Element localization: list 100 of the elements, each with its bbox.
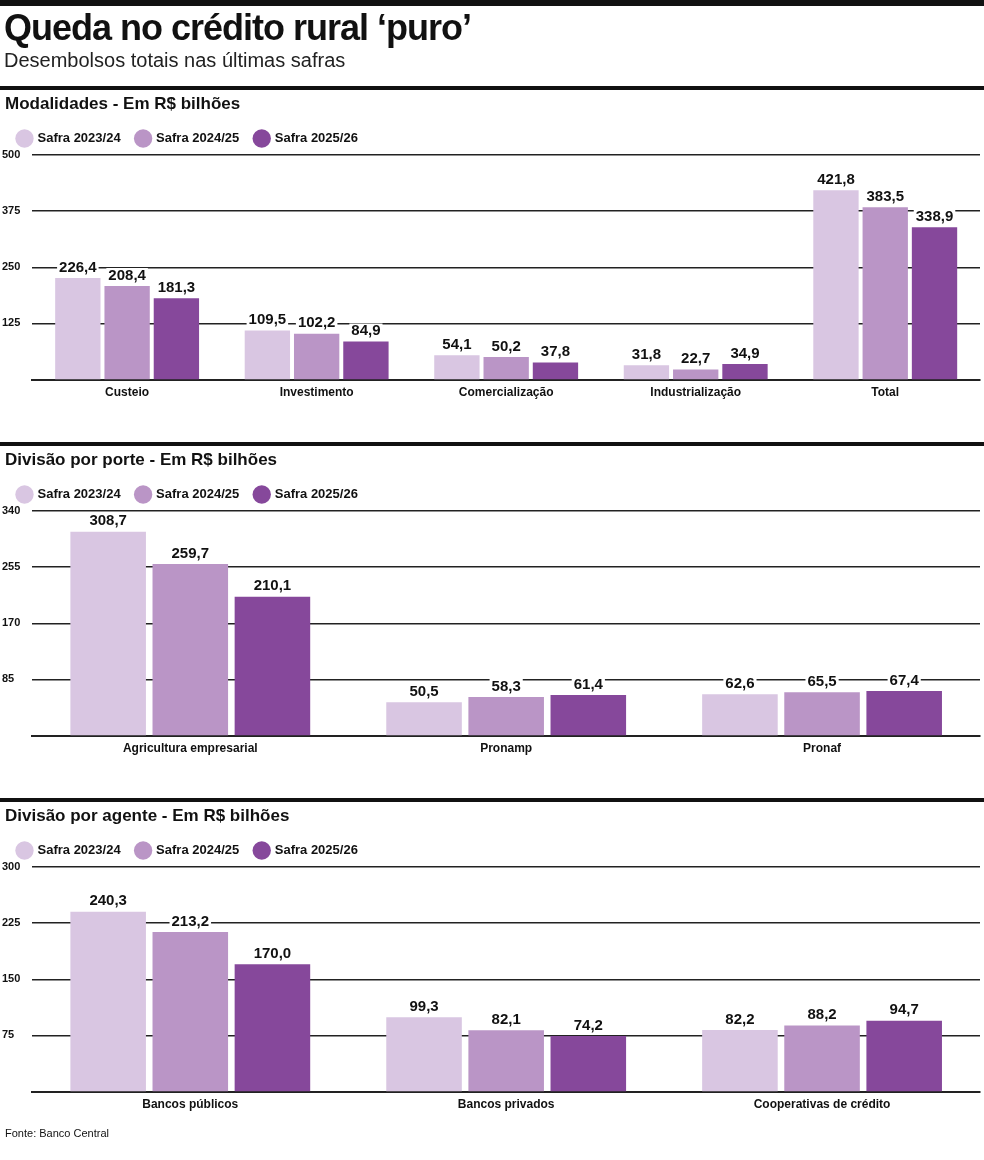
x-tick-label: Bancos públicos — [142, 1097, 239, 1112]
y-tick-label: 300 — [2, 860, 21, 873]
data-label: 62,6 — [725, 673, 755, 691]
bar — [550, 1036, 627, 1092]
legend-label: Safra 2024/25 — [156, 486, 240, 502]
y-tick-label: 375 — [2, 204, 21, 217]
data-label: 65,5 — [807, 671, 837, 689]
y-tick-label: 150 — [2, 972, 21, 985]
x-tick-label: Investimento — [279, 385, 354, 400]
bar — [673, 369, 719, 380]
bar — [386, 1017, 462, 1092]
x-tick-label: Agricultura empresarial — [122, 741, 258, 756]
x-tick-label: Cooperativas de crédito — [753, 1097, 891, 1112]
data-label: 109,5 — [248, 310, 287, 328]
bar — [153, 298, 200, 380]
bar — [244, 330, 291, 380]
data-label: 34,9 — [730, 343, 760, 361]
data-label: 50,2 — [491, 336, 521, 354]
legend-label: Safra 2025/26 — [274, 130, 358, 146]
data-label: 102,2 — [297, 313, 336, 331]
y-tick-label: 500 — [2, 148, 21, 161]
data-label: 50,5 — [409, 681, 439, 699]
data-label: 74,2 — [573, 1015, 603, 1033]
data-label: 82,2 — [725, 1009, 755, 1027]
x-tick-label: Industrialização — [650, 385, 742, 400]
data-label: 308,7 — [89, 511, 127, 529]
bar — [468, 697, 544, 736]
data-label: 99,3 — [409, 996, 439, 1014]
data-label: 226,4 — [59, 257, 98, 275]
y-tick-label: 225 — [2, 916, 21, 929]
x-tick-label: Comercialização — [458, 385, 554, 400]
data-label: 82,1 — [491, 1009, 521, 1027]
data-label: 94,7 — [889, 1000, 919, 1018]
legend-label: Safra 2023/24 — [37, 842, 122, 858]
bar — [483, 357, 529, 380]
bar — [702, 694, 778, 736]
data-label: 421,8 — [817, 169, 855, 187]
bar — [784, 1025, 860, 1092]
bar — [70, 531, 146, 736]
bar — [70, 911, 146, 1092]
data-label: 22,7 — [681, 349, 711, 367]
legend-label: Safra 2025/26 — [274, 486, 358, 502]
legend-label: Safra 2025/26 — [274, 842, 358, 858]
data-label: 170,0 — [253, 943, 292, 961]
data-label: 61,4 — [573, 674, 604, 692]
bar — [866, 691, 942, 736]
legend-label: Safra 2023/24 — [37, 486, 122, 502]
data-label: 37,8 — [540, 342, 571, 360]
y-tick-label: 340 — [2, 504, 21, 517]
y-tick-label: 250 — [2, 260, 21, 273]
bar — [152, 564, 229, 736]
y-tick-label: 170 — [2, 616, 21, 629]
bar — [550, 695, 627, 736]
bar — [468, 1030, 544, 1092]
y-tick-label: 255 — [2, 560, 21, 573]
bar — [911, 227, 958, 380]
x-tick-label: Total — [871, 385, 900, 400]
data-label: 88,2 — [807, 1005, 837, 1023]
bar — [234, 596, 311, 736]
data-label: 338,9 — [915, 207, 954, 225]
x-tick-label: Pronaf — [803, 741, 843, 756]
bar — [784, 692, 860, 736]
data-label: 240,3 — [89, 891, 127, 909]
bar — [813, 190, 859, 380]
bar — [862, 207, 908, 380]
data-label: 208,4 — [108, 265, 147, 283]
x-tick-label: Custeio — [105, 385, 150, 400]
data-label: 259,7 — [171, 543, 210, 561]
bar — [386, 702, 462, 736]
bar — [722, 363, 768, 380]
bar — [866, 1020, 942, 1092]
bar — [293, 333, 340, 380]
bar — [152, 931, 229, 1092]
bar — [343, 341, 389, 380]
bar — [434, 355, 480, 380]
source-note: Fonte: Banco Central — [4, 1126, 110, 1140]
legend-label: Safra 2024/25 — [156, 842, 240, 858]
data-label: 383,5 — [866, 186, 905, 204]
legend-label: Safra 2024/25 — [156, 130, 240, 146]
y-tick-label: 75 — [2, 1028, 15, 1041]
chart-title: Divisão por porte - Em R$ bilhões — [4, 449, 279, 470]
data-label: 67,4 — [889, 670, 920, 688]
data-label: 54,1 — [442, 334, 472, 352]
chart-title: Divisão por agente - Em R$ bilhões — [4, 805, 291, 826]
x-tick-label: Bancos privados — [457, 1097, 555, 1112]
bar — [55, 277, 101, 380]
bar — [623, 365, 670, 380]
data-label: 58,3 — [491, 676, 521, 694]
data-label: 181,3 — [157, 277, 196, 295]
bar — [532, 362, 579, 380]
bar — [234, 964, 311, 1092]
bar — [702, 1030, 778, 1092]
y-tick-label: 85 — [2, 672, 15, 685]
chart-title: Modalidades - Em R$ bilhões — [4, 93, 242, 114]
legend-label: Safra 2023/24 — [37, 130, 122, 146]
bar — [104, 285, 150, 380]
x-tick-label: Pronamp — [480, 741, 533, 756]
data-label: 84,9 — [351, 321, 381, 339]
text: Desembolsos totais nas últimas safras — [4, 48, 347, 72]
text: Queda no crédito rural ‘puro’ — [4, 7, 473, 48]
